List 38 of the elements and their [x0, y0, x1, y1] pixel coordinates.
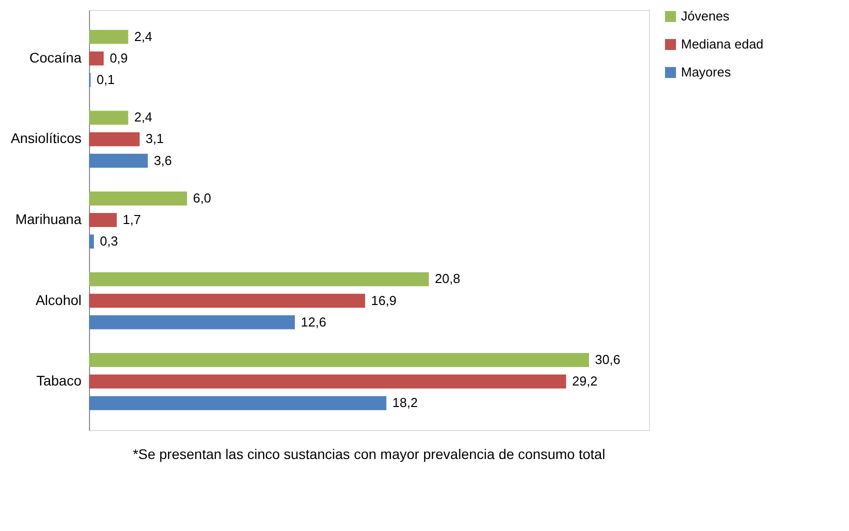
y-tick-label: Marihuana [15, 211, 82, 227]
data-label: 3,6 [154, 152, 172, 168]
bar [89, 154, 148, 168]
bar [89, 30, 128, 44]
y-tick-label: Ansiolíticos [10, 130, 82, 146]
data-label: 3,1 [146, 131, 164, 146]
data-label: 0,1 [96, 72, 115, 87]
legend-label: Mayores [681, 64, 732, 80]
legend-label: Jóvenes [681, 8, 730, 24]
y-tick-label: Tabaco [36, 372, 82, 389]
bar [89, 315, 295, 330]
bar [89, 374, 566, 389]
data-label: 1,7 [122, 212, 141, 227]
data-label: 12,6 [300, 314, 326, 330]
data-label: 30,6 [595, 352, 620, 367]
bar [89, 396, 386, 410]
data-label: 2,4 [134, 110, 152, 125]
bar [89, 132, 140, 146]
data-label: 29,2 [572, 374, 598, 389]
data-label: 6,0 [193, 190, 212, 206]
bar [89, 294, 366, 308]
data-label: 0,9 [110, 50, 128, 66]
bar [89, 272, 429, 286]
data-label: 18,2 [392, 395, 418, 410]
data-label: 20,8 [434, 271, 460, 286]
bar [89, 110, 128, 125]
data-label: 16,9 [371, 292, 396, 308]
bar [89, 51, 104, 66]
bar [89, 353, 589, 367]
y-tick-label: Cocaína [29, 49, 82, 66]
bar [89, 191, 188, 206]
bar [89, 213, 117, 227]
data-label: 0,3 [100, 234, 118, 249]
text: *Se presentan las cinco sustancias con mayor prevalencia de consumo total [132, 446, 606, 462]
bar [89, 234, 94, 249]
y-tick-label: Alcohol [36, 292, 82, 308]
legend-label: Mediana edad [681, 36, 764, 52]
data-label: 2,4 [134, 28, 152, 44]
